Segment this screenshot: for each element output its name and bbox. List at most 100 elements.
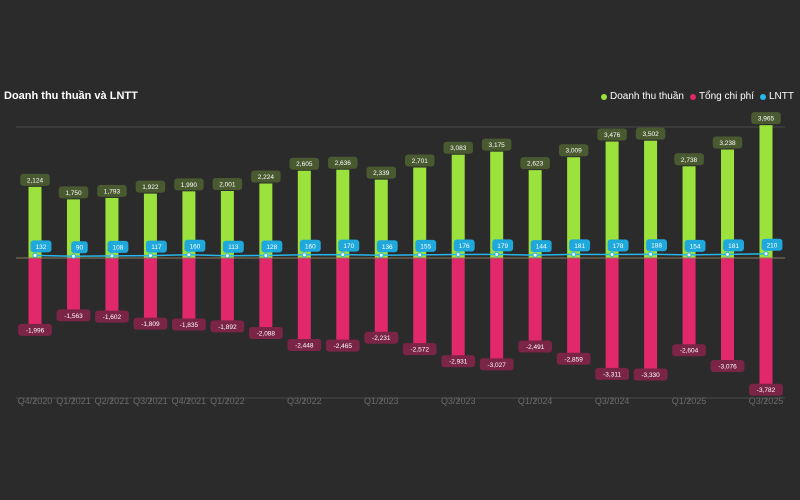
cost-label: -3,027 bbox=[487, 362, 506, 369]
revenue-label: 3,502 bbox=[642, 131, 659, 138]
revenue-label: 3,083 bbox=[450, 145, 467, 152]
cost-label: -2,231 bbox=[372, 335, 391, 342]
revenue-bar bbox=[413, 167, 427, 258]
cost-label-bg bbox=[749, 383, 783, 396]
cost-label: -1,835 bbox=[180, 322, 199, 329]
legend-label: Doanh thu thuần bbox=[610, 91, 684, 102]
cost-label-bg bbox=[325, 339, 360, 352]
profit-label: 113 bbox=[228, 244, 239, 251]
revenue-bar bbox=[567, 157, 581, 258]
cost-bar bbox=[605, 258, 619, 369]
profit-point bbox=[263, 252, 269, 258]
profit-label: 210 bbox=[767, 242, 778, 249]
x-tick-label: Q3/2023 bbox=[441, 396, 476, 406]
profit-point bbox=[70, 253, 76, 259]
profit-label: 155 bbox=[420, 243, 431, 250]
revenue-bar bbox=[28, 186, 42, 258]
revenue-bar bbox=[451, 154, 465, 258]
cost-bar bbox=[143, 258, 157, 319]
revenue-label-bg bbox=[328, 156, 358, 169]
cost-label: -2,448 bbox=[295, 343, 314, 350]
profit-point bbox=[763, 251, 769, 257]
revenue-label-bg bbox=[481, 138, 512, 151]
revenue-bar bbox=[259, 183, 273, 258]
profit-point bbox=[378, 252, 384, 258]
cost-label: -2,604 bbox=[680, 348, 699, 355]
revenue-label: 2,339 bbox=[373, 170, 390, 177]
cost-label-bg bbox=[171, 318, 206, 331]
cost-label: -2,859 bbox=[564, 356, 583, 363]
profit-point bbox=[648, 251, 654, 257]
profit-point bbox=[609, 251, 615, 257]
profit-line bbox=[34, 253, 767, 257]
revenue-bar bbox=[759, 125, 773, 258]
profit-label: 179 bbox=[497, 243, 508, 250]
profit-label: 90 bbox=[76, 245, 84, 252]
cost-label-bg bbox=[18, 323, 52, 336]
profit-label: 117 bbox=[151, 244, 162, 251]
revenue-bar bbox=[528, 170, 542, 258]
revenue-label: 1,750 bbox=[65, 190, 82, 197]
x-tick-label: Q3/2024 bbox=[595, 396, 630, 406]
revenue-label: 3,009 bbox=[565, 148, 582, 155]
cost-bar bbox=[28, 258, 42, 325]
x-tick-label: Q1/2022 bbox=[210, 396, 245, 406]
revenue-bar bbox=[605, 141, 619, 258]
profit-label-bg bbox=[299, 239, 321, 252]
revenue-label-bg bbox=[674, 153, 704, 166]
legend-label: Tổng chi phí bbox=[698, 91, 754, 102]
x-tick-label: Q1/2021 bbox=[56, 396, 91, 406]
revenue-label-bg bbox=[174, 178, 204, 191]
cost-label: -3,330 bbox=[641, 372, 660, 379]
cost-label: -3,782 bbox=[757, 387, 776, 394]
cost-bar bbox=[490, 258, 504, 360]
revenue-label: 2,001 bbox=[219, 181, 236, 188]
x-tick-label: Q1/2024 bbox=[518, 396, 553, 406]
revenue-label-bg bbox=[597, 128, 627, 141]
profit-label: 136 bbox=[382, 244, 393, 251]
x-tick-label: Q4/2021 bbox=[172, 396, 207, 406]
profit-point bbox=[455, 251, 461, 257]
revenue-label: 3,175 bbox=[489, 142, 506, 149]
cost-bar bbox=[451, 258, 465, 357]
profit-label: 154 bbox=[690, 243, 701, 250]
revenue-label: 2,623 bbox=[527, 161, 544, 168]
cost-label-bg bbox=[364, 331, 399, 344]
revenue-label: 2,224 bbox=[258, 174, 275, 181]
profit-point bbox=[725, 251, 731, 257]
revenue-label-bg bbox=[443, 141, 473, 154]
revenue-label-bg bbox=[251, 170, 281, 183]
cost-label-bg bbox=[518, 340, 553, 353]
profit-label-bg bbox=[222, 240, 244, 253]
revenue-bar bbox=[374, 179, 388, 258]
cost-bar bbox=[105, 258, 119, 312]
cost-label: -1,563 bbox=[64, 313, 83, 320]
cost-bar bbox=[682, 258, 696, 346]
cost-label: -1,602 bbox=[103, 314, 122, 321]
legend-item-revenue[interactable]: Doanh thu thuần bbox=[601, 91, 684, 102]
cost-label: -2,088 bbox=[257, 330, 276, 337]
profit-label: 128 bbox=[266, 244, 277, 251]
profit-label: 181 bbox=[728, 243, 739, 250]
revenue-label: 2,124 bbox=[27, 177, 44, 184]
cost-label-bg bbox=[633, 368, 668, 381]
profit-label: 188 bbox=[651, 243, 662, 250]
profit-point bbox=[417, 252, 423, 258]
cost-label-bg bbox=[210, 320, 245, 333]
legend-item-cost[interactable]: Tổng chi phí bbox=[689, 91, 754, 102]
revenue-label: 2,738 bbox=[681, 157, 698, 164]
cost-label-bg bbox=[56, 309, 91, 322]
profit-point bbox=[147, 253, 153, 259]
profit-label-bg bbox=[530, 240, 552, 253]
cost-label-bg bbox=[595, 367, 630, 380]
cost-label: -3,076 bbox=[718, 364, 737, 371]
cost-bar bbox=[220, 258, 234, 322]
revenue-label-bg bbox=[366, 166, 397, 179]
legend-item-profit[interactable]: LNTT bbox=[760, 91, 794, 102]
cost-bar bbox=[528, 258, 542, 342]
profit-label: 160 bbox=[189, 243, 200, 250]
revenue-bar bbox=[682, 166, 696, 258]
cost-label: -1,892 bbox=[218, 324, 237, 331]
profit-label: 181 bbox=[574, 243, 585, 250]
cost-label: -2,465 bbox=[334, 343, 353, 350]
